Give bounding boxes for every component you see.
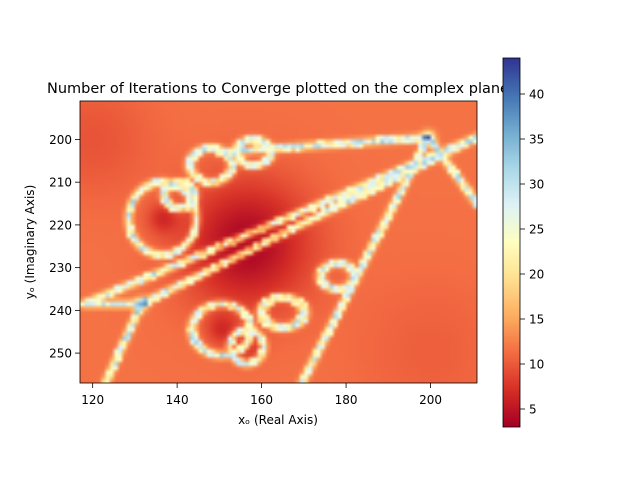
colorbar-tick-label: 5 [529, 403, 537, 417]
y-tick-label: 240 [49, 304, 72, 318]
colorbar-tick-label: 10 [529, 358, 544, 372]
colorbar-tick-label: 40 [529, 88, 544, 102]
plot-frame [79, 100, 478, 384]
y-axis-label: yₒ (Imaginary Axis) [23, 185, 37, 299]
y-tick-label: 250 [49, 347, 72, 361]
colorbar-ticks: 5 10 15 20 25 30 35 40 [520, 88, 544, 417]
chart-title: Number of Iterations to Converge plotted… [47, 81, 509, 97]
colorbar-tick-label: 30 [529, 178, 544, 192]
colorbar-tick-label: 25 [529, 223, 544, 237]
y-tick-label: 200 [49, 133, 72, 147]
y-tick-label: 220 [49, 218, 72, 232]
colorbar: 5 10 15 20 25 30 35 40 [502, 57, 544, 428]
x-tick-label: 120 [81, 393, 104, 407]
colorbar-gradient [503, 58, 520, 427]
heatmap-image [80, 101, 477, 383]
x-axis-label: xₒ (Real Axis) [238, 413, 318, 427]
colorbar-tick-label: 20 [529, 268, 544, 282]
plot-area: 120 140 160 180 200 200 210 220 230 240 250 [49, 100, 478, 407]
x-tick-label: 140 [166, 393, 189, 407]
colorbar-frame [502, 57, 521, 428]
colorbar-tick-label: 15 [529, 313, 544, 327]
x-tick-label: 180 [335, 393, 358, 407]
colorbar-tick-label: 35 [529, 133, 544, 147]
y-tick-label: 210 [49, 176, 72, 190]
y-tick-label: 230 [49, 261, 72, 275]
y-axis-ticks: 200 210 220 230 240 250 [49, 133, 80, 361]
x-tick-label: 200 [419, 393, 442, 407]
x-tick-label: 160 [250, 393, 273, 407]
x-axis-ticks: 120 140 160 180 200 [81, 383, 442, 407]
